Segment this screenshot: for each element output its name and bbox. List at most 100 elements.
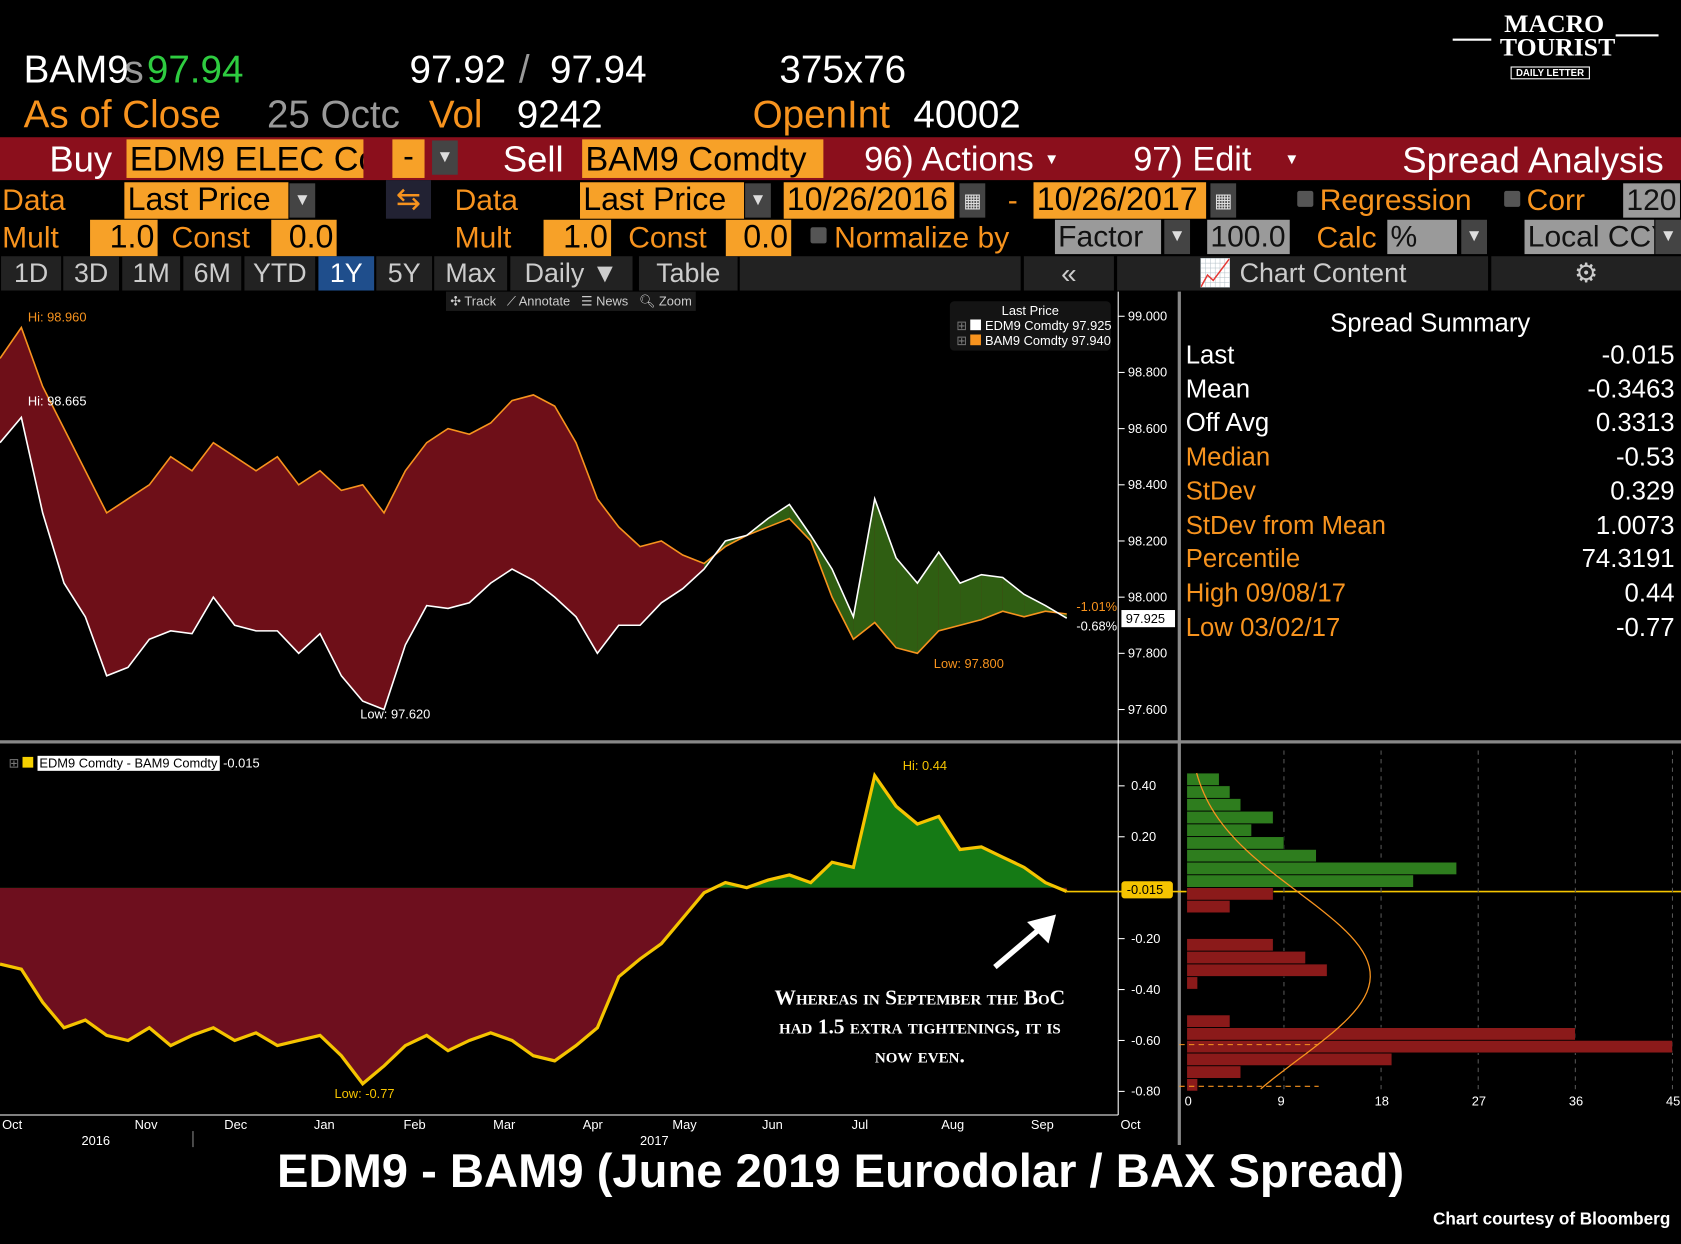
- news-tool[interactable]: ☰ News: [580, 293, 629, 309]
- hist-bar: [1186, 874, 1414, 888]
- hist-x-tick-label: 45: [1666, 1093, 1680, 1108]
- const2-label: Const: [628, 220, 707, 255]
- calc-label: Calc: [1316, 220, 1377, 255]
- hist-bar: [1186, 1052, 1393, 1066]
- x-month-label: Jan: [314, 1117, 335, 1132]
- tab-table[interactable]: Table: [638, 256, 738, 291]
- tab-1d[interactable]: 1D: [1, 256, 62, 291]
- tab-6m[interactable]: 6M: [183, 256, 242, 291]
- chart-content-button[interactable]: 📈 Chart Content: [1117, 256, 1489, 291]
- normalize-checkbox[interactable]: [810, 227, 827, 244]
- credit: Chart courtesy of Bloomberg: [1433, 1210, 1671, 1229]
- summary-row: Median -0.53: [1186, 443, 1675, 473]
- tab-1y[interactable]: 1Y: [318, 256, 375, 291]
- price-legend: Last Price ⊞ EDM9 Comdty 97.925 ⊞ BAM9 C…: [949, 301, 1112, 351]
- hist-bar: [1186, 861, 1457, 875]
- normalize-method-select[interactable]: Factor: [1054, 219, 1162, 255]
- y-tick-label: 97.800: [1128, 646, 1167, 661]
- y-tick-label: 97.600: [1128, 702, 1167, 717]
- annotate-tool[interactable]: ⟋ Annotate: [506, 293, 571, 309]
- price-spread-fill-positive: [832, 569, 854, 640]
- summary-label: StDev from Mean: [1185, 510, 1386, 540]
- calc-dropdown-arrow[interactable]: ▼: [1461, 219, 1488, 255]
- pct-change-edm9: -0.68%: [1076, 618, 1117, 633]
- tab-max[interactable]: Max: [434, 256, 508, 291]
- actions-chevron-icon[interactable]: ▼: [1044, 150, 1060, 168]
- summary-row: Last -0.015: [1186, 341, 1675, 371]
- operator-select[interactable]: -: [392, 139, 425, 178]
- data2-field-select[interactable]: Last Price: [580, 182, 745, 219]
- x-month-label: Mar: [493, 1117, 516, 1132]
- calc-select[interactable]: %: [1387, 219, 1457, 255]
- mult1-input[interactable]: 1.0: [90, 219, 158, 257]
- tab-3d[interactable]: 3D: [63, 256, 120, 291]
- summary-label: Low 03/02/17: [1185, 612, 1341, 642]
- settings-gear-icon[interactable]: ⚙: [1491, 256, 1681, 291]
- edit-menu[interactable]: 97) Edit: [1133, 139, 1252, 178]
- close-date: 25 Octc: [266, 92, 400, 137]
- regression-checkbox[interactable]: [1297, 190, 1314, 207]
- summary-label: Mean: [1185, 374, 1251, 404]
- actions-menu[interactable]: 96) Actions: [864, 139, 1034, 178]
- zoom-tool[interactable]: 🔍︎ Zoom: [638, 293, 692, 309]
- const2-input[interactable]: 0.0: [725, 219, 792, 257]
- logo-arrow-head: [1615, 34, 1659, 37]
- tab-1m[interactable]: 1M: [122, 256, 181, 291]
- tab-daily[interactable]: Daily ▼: [510, 256, 633, 291]
- x-year-label: 2016: [81, 1133, 110, 1148]
- chart-toolbar: ✣ Track ⟋ Annotate ☰ News 🔍︎ Zoom: [445, 291, 697, 311]
- y-tick-label: 98.600: [1128, 421, 1167, 436]
- normalize-dropdown-arrow[interactable]: ▼: [1164, 219, 1191, 255]
- data1-field-select[interactable]: Last Price: [124, 182, 289, 219]
- end-date-input[interactable]: 10/26/2017: [1033, 182, 1207, 219]
- price-spread-fill-positive: [960, 574, 982, 626]
- summary-row: Mean -0.3463: [1186, 375, 1675, 405]
- summary-value: 0.3313: [1595, 408, 1675, 438]
- settle-prefix: s: [124, 47, 144, 92]
- last-price-tag: [1121, 610, 1176, 628]
- tab-spacer: [739, 256, 1021, 291]
- sell-ticker-input[interactable]: BAM9 Comdty: [582, 139, 824, 178]
- x-month-label: Nov: [135, 1117, 158, 1132]
- price-spread-fill-positive: [981, 574, 1003, 620]
- tab-ytd[interactable]: YTD: [244, 256, 316, 291]
- start-calendar-icon[interactable]: ▦: [959, 183, 986, 218]
- const1-input[interactable]: 0.0: [271, 219, 337, 257]
- hist-bar: [1186, 951, 1306, 964]
- swap-legs-icon[interactable]: ⇆: [385, 180, 431, 219]
- end-calendar-icon[interactable]: ▦: [1210, 183, 1237, 218]
- currency-select[interactable]: Local CCY: [1524, 219, 1655, 255]
- tab-5y[interactable]: 5Y: [376, 256, 433, 291]
- factor-input[interactable]: 100.0: [1207, 219, 1290, 255]
- data2-dropdown-arrow[interactable]: ▼: [745, 183, 771, 218]
- collapse-panel-icon[interactable]: «: [1023, 256, 1114, 291]
- price-spread-fill-positive: [874, 498, 897, 648]
- hist-bar: [1186, 900, 1231, 914]
- start-date-input[interactable]: 10/26/2016: [783, 182, 955, 219]
- summary-value: 74.3191: [1581, 544, 1675, 574]
- mult2-label: Mult: [454, 220, 512, 255]
- hist-bar: [1186, 836, 1285, 850]
- edm9-legend-name[interactable]: EDM9 Comdty: [984, 318, 1069, 334]
- x-month-label: Dec: [224, 1117, 247, 1132]
- buy-label: Buy: [49, 139, 113, 181]
- summary-row: StDev from Mean 1.0073: [1186, 511, 1675, 541]
- normalize-label: Normalize by: [834, 220, 1010, 255]
- corr-checkbox[interactable]: [1504, 190, 1521, 207]
- summary-label: Off Avg: [1185, 408, 1270, 438]
- spread-legend-name[interactable]: EDM9 Comdty - BAM9 Comdty: [37, 755, 220, 771]
- edm9-high-label: Hi: 98.665: [28, 393, 87, 408]
- currency-dropdown-arrow[interactable]: ▼: [1655, 219, 1681, 255]
- bid-ask-size: 375x76: [779, 47, 907, 92]
- track-tool[interactable]: ✣ Track: [450, 293, 497, 309]
- mult2-input[interactable]: 1.0: [543, 219, 612, 257]
- last-price-tag-label: 97.925: [1126, 611, 1165, 626]
- buy-ticker-input[interactable]: EDM9 ELEC Cor: [126, 139, 364, 178]
- data1-dropdown-arrow[interactable]: ▼: [289, 183, 316, 218]
- operator-dropdown-arrow[interactable]: ▼: [432, 140, 458, 175]
- bam9-legend-name[interactable]: BAM9 Comdty: [984, 333, 1068, 349]
- edit-chevron-icon[interactable]: ▼: [1284, 150, 1300, 168]
- corr-window-input[interactable]: 120: [1623, 183, 1680, 218]
